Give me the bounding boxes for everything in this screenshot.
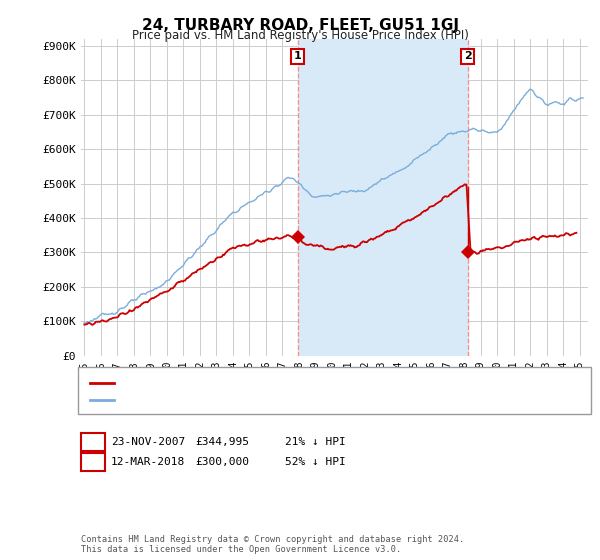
Text: 21% ↓ HPI: 21% ↓ HPI (285, 437, 346, 447)
Bar (298, 39, 468, 356)
Text: 23-NOV-2007: 23-NOV-2007 (111, 437, 185, 447)
Text: Price paid vs. HM Land Registry's House Price Index (HPI): Price paid vs. HM Land Registry's House … (131, 29, 469, 42)
Text: 2: 2 (89, 455, 97, 469)
Text: Contains HM Land Registry data © Crown copyright and database right 2024.
This d: Contains HM Land Registry data © Crown c… (81, 535, 464, 554)
Text: 52% ↓ HPI: 52% ↓ HPI (285, 457, 346, 467)
Text: 12-MAR-2018: 12-MAR-2018 (111, 457, 185, 467)
Text: 24, TURBARY ROAD, FLEET, GU51 1GJ (detached house): 24, TURBARY ROAD, FLEET, GU51 1GJ (detac… (120, 378, 433, 388)
Text: £344,995: £344,995 (195, 437, 249, 447)
Text: 24, TURBARY ROAD, FLEET, GU51 1GJ: 24, TURBARY ROAD, FLEET, GU51 1GJ (142, 18, 458, 33)
Text: 2: 2 (464, 52, 472, 62)
Text: 1: 1 (294, 52, 302, 62)
Text: 1: 1 (89, 436, 97, 449)
Text: HPI: Average price, detached house, Hart: HPI: Average price, detached house, Hart (120, 395, 370, 405)
Text: £300,000: £300,000 (195, 457, 249, 467)
